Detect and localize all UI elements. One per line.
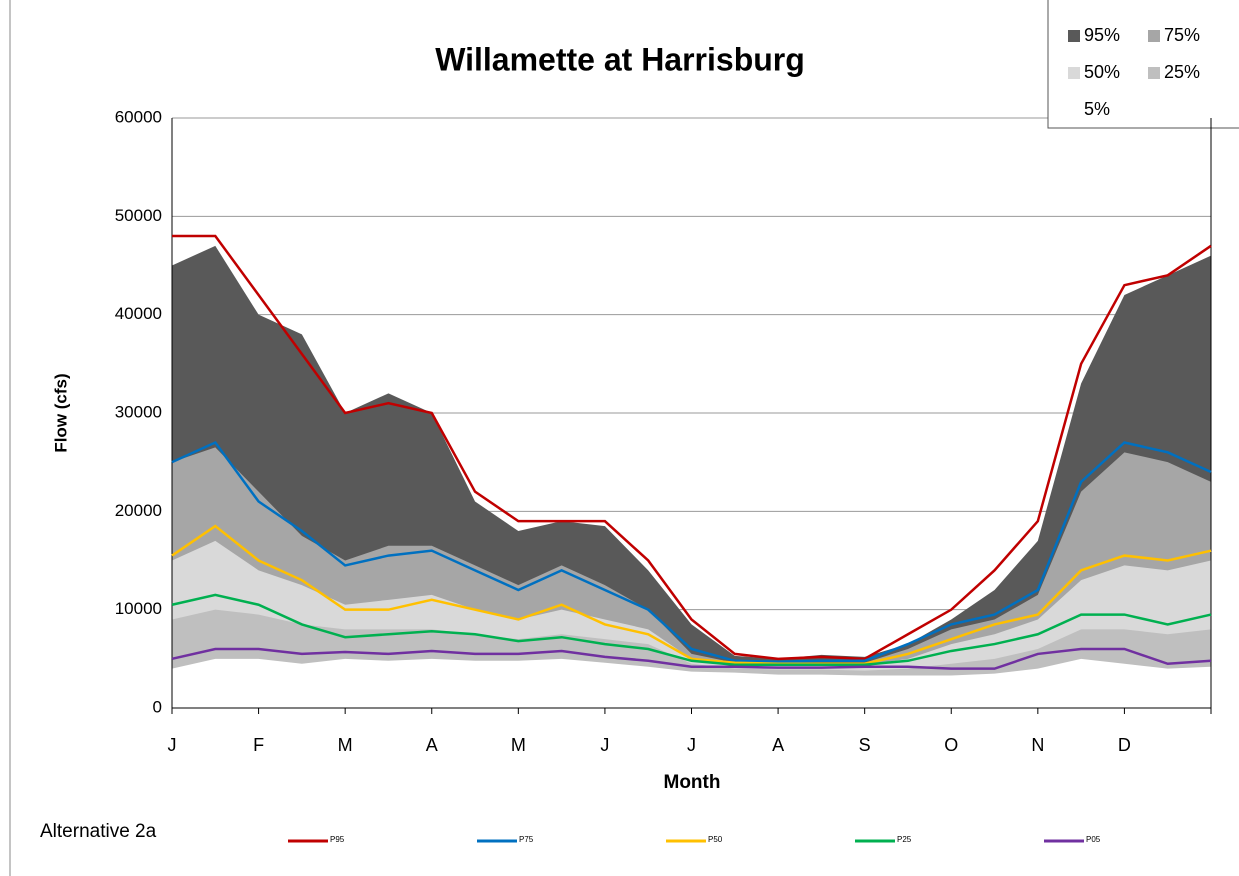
y-tick-label: 30000 [115,402,162,421]
x-tick-label: A [426,735,438,755]
series-line [172,234,1212,661]
x-tick-label: M [338,735,353,755]
legend-swatch [1068,67,1080,79]
legend-swatch [1148,30,1160,42]
legend-label: P75 [519,835,534,844]
x-tick-label: O [944,735,958,755]
chart-title: Willamette at Harrisburg [435,41,805,77]
y-tick-label: 10000 [115,599,162,618]
x-tick-label: J [168,735,177,755]
footer-note: Alternative 2a [40,821,157,842]
x-tick-label: F [253,735,264,755]
legend-swatch [1068,30,1080,42]
y-tick-label: 40000 [115,304,162,323]
series-line [171,524,1212,665]
x-tick-label: N [1031,735,1044,755]
x-tick-label: S [859,735,871,755]
x-tick-label: M [511,735,526,755]
area-band [172,658,1211,708]
x-tick-label: D [1118,735,1131,755]
legend-label: P50 [708,835,723,844]
x-tick-label: J [687,735,696,755]
y-tick-label: 0 [153,697,162,716]
y-tick-label: 50000 [115,206,162,225]
series-line [171,440,1212,664]
y-tick-label: 20000 [115,501,162,520]
x-tick-label: A [772,735,784,755]
legend-swatch [1148,67,1160,79]
legend-label: P25 [897,835,912,844]
area-legend-box [1047,0,1239,129]
legend-label: 75% [1164,25,1200,45]
legend-label: 5% [1084,99,1110,119]
x-tick-label: J [600,735,609,755]
series-line [171,647,1212,670]
legend-label: 50% [1084,62,1120,82]
legend-label: P05 [1086,835,1101,844]
legend-label: 95% [1084,25,1120,45]
x-axis-label: Month [664,772,721,793]
y-tick-label: 60000 [115,107,162,126]
series-line [171,593,1212,666]
legend-label: P95 [330,835,345,844]
y-axis-label: Flow (cfs) [51,373,70,452]
legend-label: 25% [1164,62,1200,82]
